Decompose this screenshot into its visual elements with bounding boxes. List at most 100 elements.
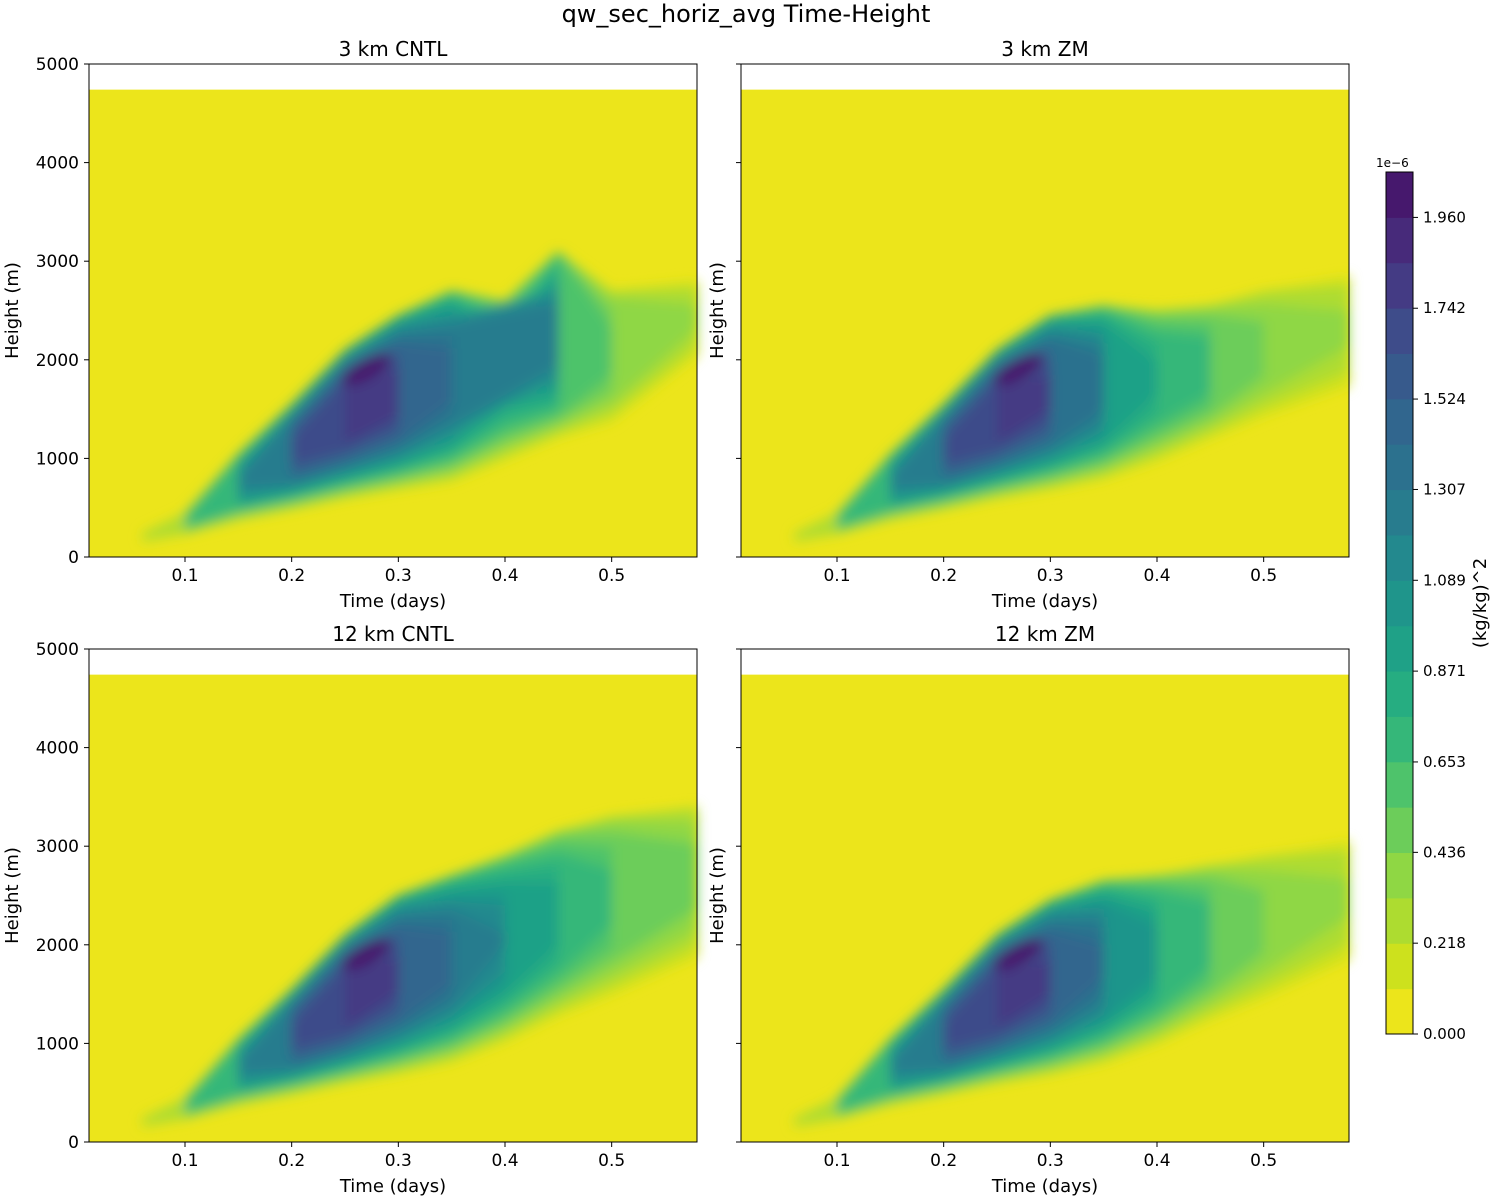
y-axis-label: Height (m) [707,262,728,359]
x-axis-label: Time (days) [339,591,446,612]
y-tick-label: 1000 [36,1034,79,1054]
plot-area [741,89,1349,558]
colorbar-band [1386,716,1413,763]
x-tick-label: 0.3 [385,566,412,586]
colorbar-band [1386,398,1413,445]
colorbar-tick-label: 0.871 [1423,662,1466,680]
panel-3km-cntl: 3 km CNTL 0.1 0.2 0.3 0.4 0.5 0 1000 2000 3000 4… [2,37,698,612]
x-tick-label: 0.1 [823,1151,850,1171]
y-tick-label: 4000 [36,154,79,174]
colorbar-band [1386,580,1413,627]
y-tick-label: 0 [68,1133,79,1153]
colorbar-tick-label: 1.742 [1423,299,1466,317]
y-axis [736,63,741,558]
x-tick-label: 0.3 [385,1151,412,1171]
contour-field [142,806,698,1128]
contour-band [997,374,1051,444]
colorbar-band [1386,353,1413,400]
contour-band [997,959,1051,1029]
y-axis: 0 1000 2000 3000 4000 5000 [36,55,89,568]
colorbar-tick-label: 1.960 [1423,208,1466,226]
colorbar-tick-label: 1.089 [1423,571,1466,589]
figure-title: qw_sec_horiz_avg Time-Height [562,0,931,28]
panel-title: 3 km CNTL [339,37,449,61]
colorbar-band [1386,308,1413,354]
y-tick-label: 5000 [36,55,79,75]
contour-peak [341,938,392,971]
x-axis: 0.1 0.2 0.3 0.4 0.5 [823,557,1277,586]
y-tick-label: 0 [68,548,79,568]
y-axis-label: Height (m) [2,262,23,359]
colorbar-band [1386,217,1413,264]
y-axis-label: Height (m) [2,847,23,944]
colorbar-band [1386,988,1413,1035]
contour-band [345,955,399,1029]
colorbar-label: (kg/kg)^2 [1470,558,1491,648]
colorbar-bands [1386,172,1413,1035]
contour-peak [993,938,1044,971]
panel-3km-zm: 3 km ZM 0.1 0.2 0.3 0.4 0.5 Time (days) Heig… [707,37,1350,612]
colorbar-band [1386,807,1413,854]
colorbar-tick-label: 0.218 [1423,934,1466,952]
panel-12km-zm: 12 km ZM 0.1 0.2 0.3 0.4 0.5 Time (days) Hei… [707,622,1350,1197]
x-tick-label: 0.1 [171,566,198,586]
y-tick-label: 3000 [36,837,79,857]
x-tick-label: 0.1 [823,566,850,586]
x-tick-label: 0.2 [278,566,305,586]
plot-frame [88,648,698,1143]
colorbar: 0.000 0.218 0.436 0.653 0.871 1.089 1.307 1.524… [1376,156,1491,1043]
contour-field [142,251,698,543]
colorbar-tick-label: 0.436 [1423,843,1466,861]
plot-frame [740,63,1350,558]
colorbar-band [1386,262,1413,309]
x-tick-label: 0.4 [491,1151,518,1171]
x-tick-label: 0.3 [1037,1151,1064,1171]
colorbar-band [1386,534,1413,581]
colorbar-band [1386,897,1413,944]
contour-peak [341,353,392,386]
colorbar-tick-label: 0.000 [1423,1025,1466,1043]
plot-area [741,674,1349,1142]
contour-field [794,841,1349,1128]
y-tick-label: 3000 [36,252,79,272]
y-tick-label: 2000 [36,351,79,371]
panel-title: 3 km ZM [1001,37,1088,61]
y-tick-label: 2000 [36,936,79,956]
y-axis [736,648,741,1143]
colorbar-band [1386,172,1413,218]
plot-frame [740,648,1350,1143]
y-tick-label: 1000 [36,449,79,469]
x-tick-label: 0.3 [1037,566,1064,586]
plot-area [89,674,698,1142]
contour-peak [993,353,1044,386]
colorbar-ticks: 0.000 0.218 0.436 0.653 0.871 1.089 1.307 1.524… [1413,208,1466,1043]
x-tick-label: 0.4 [1143,1151,1170,1171]
colorbar-band [1386,444,1413,491]
colorbar-tick-label: 0.653 [1423,753,1466,771]
colorbar-tick-label: 1.524 [1423,390,1466,408]
x-tick-label: 0.2 [930,566,957,586]
y-tick-label: 4000 [36,739,79,759]
plot-frame [88,63,698,558]
x-axis: 0.1 0.2 0.3 0.4 0.5 [171,1142,625,1171]
x-tick-label: 0.4 [491,566,518,586]
x-tick-label: 0.5 [598,1151,625,1171]
x-axis-label: Time (days) [991,591,1098,612]
colorbar-band [1386,761,1413,808]
x-tick-label: 0.2 [930,1151,957,1171]
colorbar-offset-text: 1e−6 [1376,156,1409,170]
y-axis: 0 1000 2000 3000 4000 5000 [36,640,89,1153]
colorbar-band [1386,671,1413,717]
x-tick-label: 0.1 [171,1151,198,1171]
panel-title: 12 km ZM [995,622,1095,646]
x-tick-label: 0.5 [1250,1151,1277,1171]
x-axis-label: Time (days) [991,1176,1098,1197]
colorbar-band [1386,852,1413,899]
colorbar-band [1386,625,1413,672]
colorbar-tick-label: 1.307 [1423,480,1466,498]
x-tick-label: 0.4 [1143,566,1170,586]
panel-12km-cntl: 12 km CNTL 0.1 0.2 0.3 0.4 0.5 0 1000 2000 3000… [2,622,698,1197]
colorbar-band [1386,489,1413,536]
panel-title: 12 km CNTL [332,622,454,646]
